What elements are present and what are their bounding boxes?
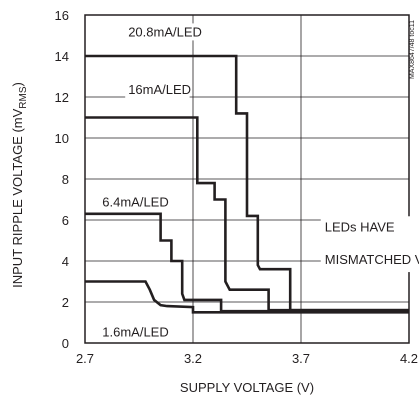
- y-tick-label-5: 10: [55, 131, 69, 146]
- series-line-3: [85, 280, 409, 314]
- y-tick-label-6: 12: [55, 90, 69, 105]
- y-tick-label-0: 0: [62, 336, 69, 351]
- y-axis-title: INPUT RIPPLE VOLTAGE (mVRMS): [10, 82, 29, 288]
- tick-labels: 0 2 4 6 8 10 12 14 16 2.7 3.2 3.7 4.2: [55, 8, 419, 366]
- annotation-line-1: LEDs HAVE: [325, 219, 395, 234]
- y-tick-label-4: 8: [62, 172, 69, 187]
- series-line-2: [85, 212, 409, 313]
- y-axis-title-main: INPUT RIPPLE VOLTAGE (mV: [10, 108, 25, 287]
- series-line-1: [85, 116, 409, 312]
- series-label-3: 1.6mA/LED: [102, 325, 168, 340]
- series-label-1: 16mA/LED: [128, 82, 191, 97]
- y-tick-label-8: 16: [55, 8, 69, 23]
- plot-frame: [84, 14, 410, 344]
- grid: [85, 15, 409, 343]
- x-tick-label-3: 4.2: [400, 351, 418, 366]
- y-tick-label-3: 6: [62, 213, 69, 228]
- y-tick-label-7: 14: [55, 49, 69, 64]
- series-label-bg-1: [125, 80, 190, 98]
- y-tick-label-1: 2: [62, 295, 69, 310]
- annotation-bg: [320, 216, 419, 273]
- x-tick-label-0: 2.7: [76, 351, 94, 366]
- series-labels: 20.8mA/LED 16mA/LED 6.4mA/LED 1.6mA/LED: [99, 23, 205, 341]
- annotation-line-2: MISMATCHED VF: [325, 252, 419, 271]
- y-tick-label-2: 4: [62, 254, 69, 269]
- y-axis-title-close: ): [10, 82, 25, 86]
- series-label-2: 6.4mA/LED: [102, 195, 168, 210]
- series-label-0: 20.8mA/LED: [128, 24, 202, 39]
- series-layer: [85, 54, 409, 314]
- series-line-0: [85, 54, 409, 312]
- x-tick-label-1: 3.2: [184, 351, 202, 366]
- annotation-line-2-main: MISMATCHED V: [325, 252, 419, 267]
- series-label-bg-0: [125, 23, 205, 41]
- part-code: MAX8647/48 toc11: [409, 20, 416, 79]
- x-axis-title: SUPPLY VOLTAGE (V): [180, 380, 314, 395]
- x-tick-label-2: 3.7: [292, 351, 310, 366]
- series-label-bg-2: [99, 193, 171, 211]
- y-axis-title-sub: RMS: [18, 86, 29, 109]
- series-label-bg-3: [99, 323, 171, 341]
